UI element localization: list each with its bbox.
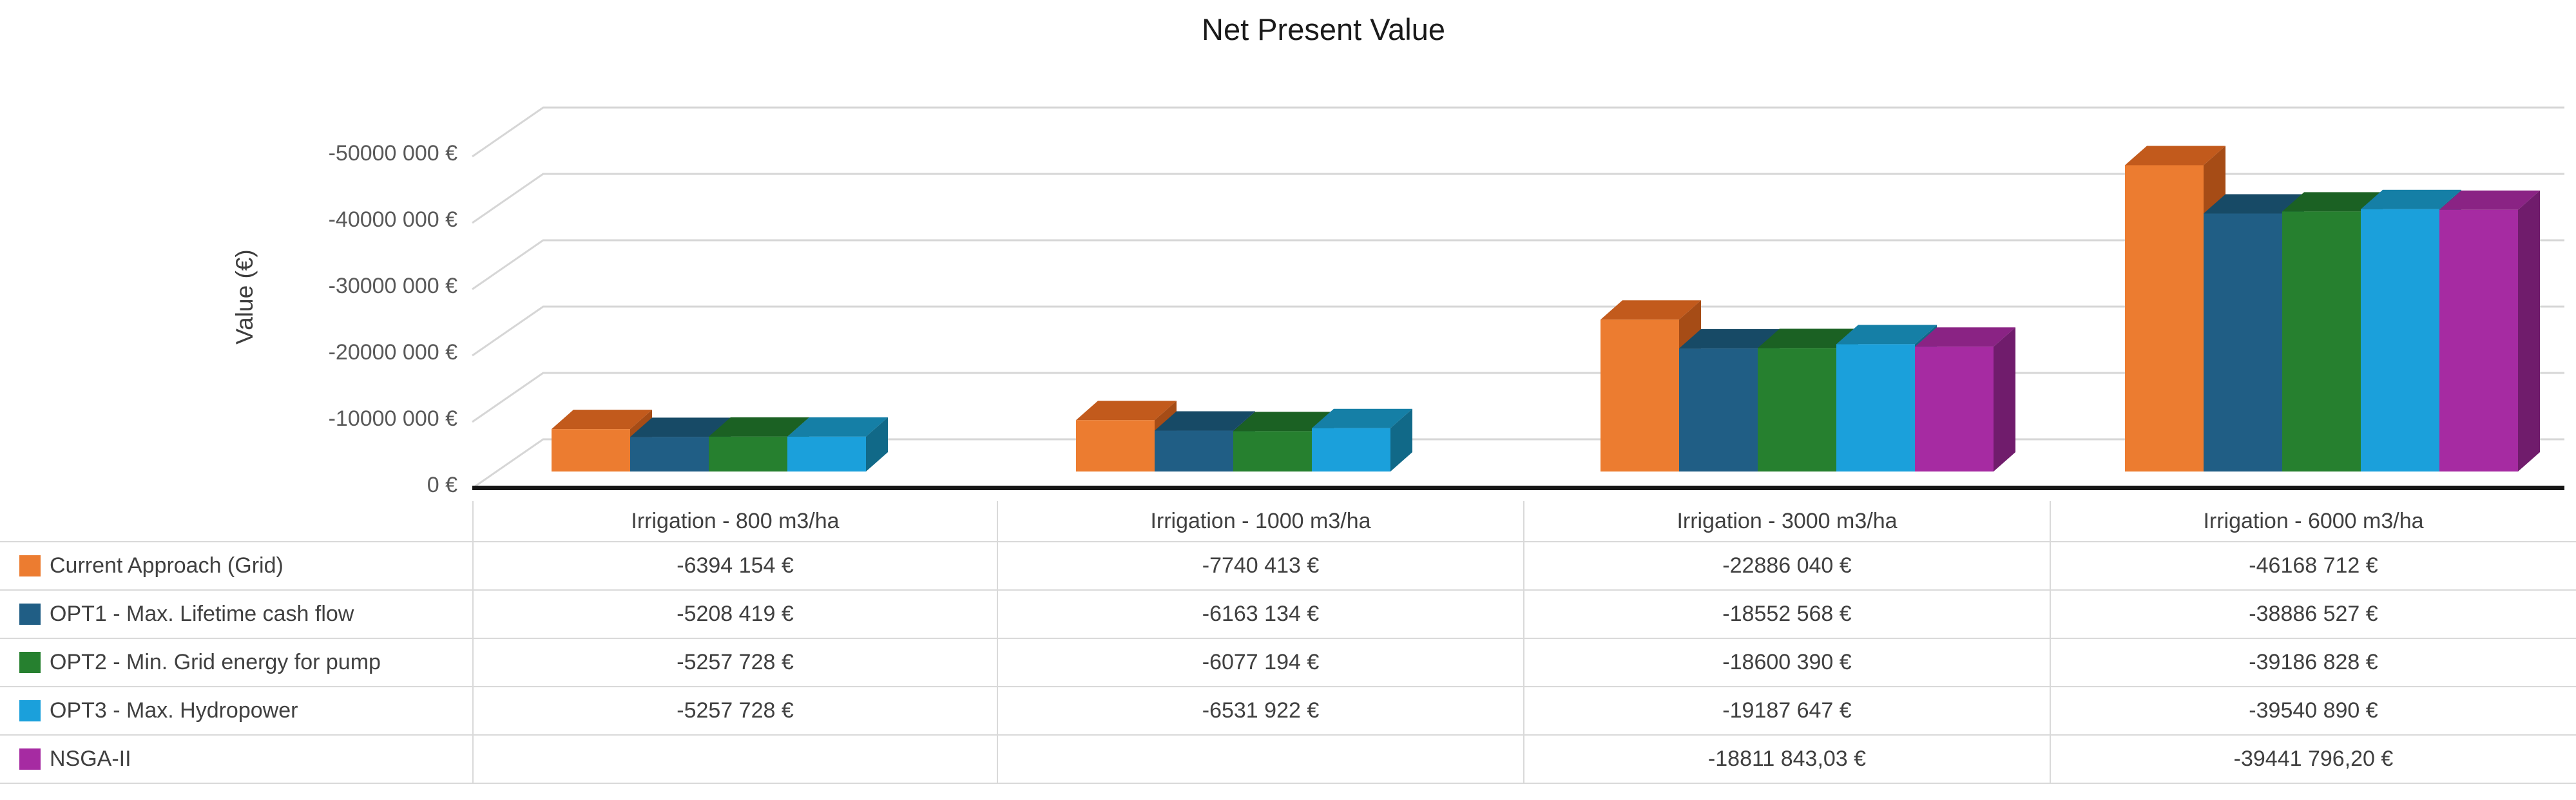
y-tick-label: -40000 000 € — [328, 207, 457, 232]
series-legend-cell: Current Approach (Grid) — [0, 542, 472, 591]
data-table: Irrigation - 800 m3/ha Irrigation - 1000 … — [0, 501, 2576, 784]
value-cell: -22886 040 € — [1523, 542, 2050, 591]
value-cell — [472, 736, 997, 784]
value-cell: -6394 154 € — [472, 542, 997, 591]
series-legend-cell: OPT3 - Max. Hydropower — [0, 687, 472, 736]
series-legend-cell: OPT2 - Min. Grid energy for pump — [0, 639, 472, 687]
value-cell — [997, 736, 1523, 784]
value-cell: -5257 728 € — [472, 687, 997, 736]
value-cell: -5257 728 € — [472, 639, 997, 687]
legend-swatch — [19, 555, 41, 576]
category-header-cell: Irrigation - 6000 m3/ha — [2050, 501, 2576, 542]
category-header-cell: Irrigation - 800 m3/ha — [472, 501, 997, 542]
chart-title: Net Present Value — [1202, 12, 1445, 46]
value-cell: -18811 843,03 € — [1523, 736, 2050, 784]
legend-swatch — [19, 748, 41, 770]
value-cell: -7740 413 € — [997, 542, 1523, 591]
y-tick-label: -30000 000 € — [328, 274, 457, 298]
series-name-label: NSGA-II — [50, 747, 131, 771]
value-cell: -6163 134 € — [997, 591, 1523, 639]
value-cell: -39186 828 € — [2050, 639, 2576, 687]
value-cell: -18552 568 € — [1523, 591, 2050, 639]
value-cell: -18600 390 € — [1523, 639, 2050, 687]
table-row: OPT3 - Max. Hydropower -5257 728 € -6531 9… — [0, 687, 2576, 736]
y-tick-label: -10000 000 € — [328, 406, 457, 431]
y-tick-label: -50000 000 € — [328, 141, 457, 166]
series-legend-cell: NSGA-II — [0, 736, 472, 784]
value-cell: -39441 796,20 € — [2050, 736, 2576, 784]
table-row: NSGA-II -18811 843,03 € -39441 796,20 € — [0, 736, 2576, 784]
series-name-label: OPT2 - Min. Grid energy for pump — [50, 650, 381, 674]
table-row: OPT2 - Min. Grid energy for pump -5257 72… — [0, 639, 2576, 687]
category-header-cell: Irrigation - 1000 m3/ha — [997, 501, 1523, 542]
series-name-label: OPT3 - Max. Hydropower — [50, 698, 298, 723]
value-cell: -6531 922 € — [997, 687, 1523, 736]
legend-swatch — [19, 604, 41, 625]
value-cell: -39540 890 € — [2050, 687, 2576, 736]
table-header-row: Irrigation - 800 m3/ha Irrigation - 1000 … — [0, 501, 2576, 542]
table-row: OPT1 - Max. Lifetime cash flow -5208 419 … — [0, 591, 2576, 639]
legend-swatch — [19, 652, 41, 673]
value-cell: -38886 527 € — [2050, 591, 2576, 639]
y-tick-label: 0 € — [427, 473, 457, 497]
series-name-label: OPT1 - Max. Lifetime cash flow — [50, 602, 354, 626]
series-name-label: Current Approach (Grid) — [50, 553, 284, 578]
series-legend-cell: OPT1 - Max. Lifetime cash flow — [0, 591, 472, 639]
legend-header-cell — [0, 501, 472, 542]
legend-swatch — [19, 700, 41, 721]
value-cell: -19187 647 € — [1523, 687, 2050, 736]
value-cell: -5208 419 € — [472, 591, 997, 639]
value-cell: -6077 194 € — [997, 639, 1523, 687]
value-cell: -46168 712 € — [2050, 542, 2576, 591]
table-row: Current Approach (Grid) -6394 154 € -7740 … — [0, 542, 2576, 591]
y-tick-label: -20000 000 € — [328, 340, 457, 365]
category-header-cell: Irrigation - 3000 m3/ha — [1523, 501, 2050, 542]
